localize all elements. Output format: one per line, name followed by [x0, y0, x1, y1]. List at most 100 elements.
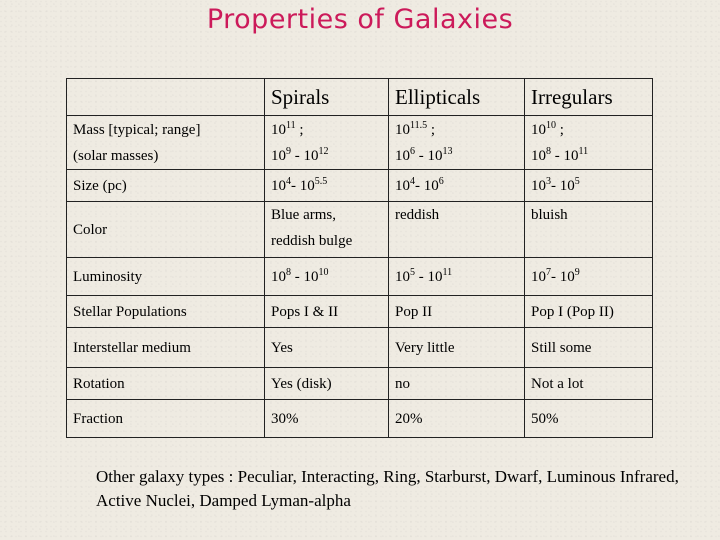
exponent: 5 — [410, 266, 415, 278]
text-segment: bluish — [531, 207, 568, 223]
table-cell: Pop II — [388, 295, 525, 328]
column-header: Ellipticals — [388, 78, 525, 116]
cell-line: Pops I & II — [271, 299, 382, 325]
exponent: 10 — [318, 266, 329, 278]
row-label-line: (solar masses) — [73, 147, 159, 164]
text-segment: Pops I & II — [271, 303, 339, 320]
table-row: Stellar Populations Pops I & II Pop II Pop … — [66, 295, 653, 328]
row-label-line: Stellar Populations — [73, 303, 187, 320]
row-label-line: Rotation — [73, 375, 125, 392]
table-cell: Very little — [388, 327, 525, 368]
cell-line: 108 - 1011 — [531, 143, 646, 169]
table-row: Size (pc) 104- 105.5 104- 106 103- 105 — [66, 169, 653, 202]
exponent: 5 — [574, 175, 580, 187]
slide-title: Properties of Galaxies — [206, 4, 514, 35]
text-segment: 10 — [395, 268, 410, 285]
exponent: 6 — [410, 145, 415, 157]
text-segment: 30% — [271, 410, 299, 427]
row-label-line: Mass [typical; range] — [73, 121, 201, 138]
cell-line: bluish — [531, 202, 646, 228]
text-segment: Not a lot — [531, 375, 584, 392]
table-cell: Pop I (Pop II) — [524, 295, 653, 328]
text-segment: 10 — [395, 121, 410, 138]
row-label: Interstellar medium — [66, 327, 265, 368]
text-segment: 10 — [271, 177, 286, 194]
cell-line: 109 - 1012 — [271, 143, 382, 169]
exponent: 11 — [286, 119, 296, 131]
exponent: 11 — [578, 145, 589, 157]
table-cell: Still some — [524, 327, 653, 368]
text-segment: - 10 — [551, 147, 579, 164]
text-segment: 10 — [531, 268, 546, 285]
cell-line: Not a lot — [531, 371, 646, 397]
cell-line: 103- 105 — [531, 173, 646, 199]
cell-line: Pop I (Pop II) — [531, 299, 646, 325]
exponent: 13 — [442, 145, 453, 157]
text-segment: Pop II — [395, 303, 433, 320]
table-row: Mass [typical; range] (solar masses) 1011 … — [66, 115, 653, 170]
row-label-line: Luminosity — [73, 268, 143, 285]
cell-line: Very little — [395, 335, 518, 361]
column-header: Spirals — [264, 78, 389, 116]
table-cell: 107- 109 — [524, 257, 653, 296]
text-segment: ; — [295, 121, 304, 138]
row-label: Color — [66, 201, 265, 258]
table-cell: 10 11 ; 109 - 1012 — [264, 115, 389, 170]
exponent: 5.5 — [314, 175, 328, 187]
text-segment: ; — [427, 121, 436, 138]
table-cell: Pops I & II — [264, 295, 389, 328]
text-segment: 20% — [395, 410, 423, 427]
header-corner-cell — [66, 78, 265, 116]
cell-line: reddish — [395, 202, 518, 228]
text-segment: 50% — [531, 410, 559, 427]
text-segment: Yes — [271, 339, 293, 356]
text-segment: reddish bulge — [271, 233, 353, 249]
row-label: Mass [typical; range] (solar masses) — [66, 115, 265, 170]
exponent: 4 — [286, 175, 291, 187]
other-galaxy-types-note: Other galaxy types : Peculiar, Interacti… — [96, 467, 679, 510]
cell-line: 104- 105.5 — [271, 173, 382, 199]
cell-line: Yes — [271, 335, 382, 361]
text-segment: 10 — [271, 147, 286, 164]
column-header: Irregulars — [524, 78, 653, 116]
table-cell: 20% — [388, 399, 525, 438]
text-segment: ; — [556, 121, 564, 138]
cell-line: 105 - 1011 — [395, 264, 518, 290]
cell-line: Still some — [531, 335, 646, 361]
exponent: 3 — [546, 175, 551, 187]
text-segment: - 10 — [415, 177, 439, 194]
table-cell: 1010 ; 108 - 1011 — [524, 115, 653, 170]
cell-line: Blue arms, — [271, 202, 382, 228]
row-label-line: Interstellar medium — [73, 339, 191, 356]
text-segment: 10 — [531, 177, 546, 194]
cell-line: 20% — [395, 406, 518, 432]
cell-line: 104- 106 — [395, 173, 518, 199]
table-cell: 108 - 1010 — [264, 257, 389, 296]
cell-line: Yes (disk) — [271, 371, 382, 397]
text-segment: - 10 — [291, 268, 319, 285]
text-segment: Pop I (Pop II) — [531, 303, 614, 320]
text-segment: Blue arms, — [271, 207, 336, 223]
text-segment: - 10 — [415, 268, 443, 285]
exponent: 11 — [442, 266, 453, 278]
table-row: Interstellar medium Yes Very little Still s… — [66, 327, 653, 368]
text-segment: - 10 — [415, 147, 443, 164]
row-label: Luminosity — [66, 257, 265, 296]
text-segment: no — [395, 375, 410, 392]
cell-line: reddish bulge — [271, 228, 382, 254]
text-segment: - 10 — [291, 147, 319, 164]
table-cell: bluish — [524, 201, 653, 258]
table-cell: 103- 105 — [524, 169, 653, 202]
exponent: 8 — [286, 266, 291, 278]
table-cell: Yes (disk) — [264, 367, 389, 400]
cell-line: 106 - 1013 — [395, 143, 518, 169]
table-cell: 104- 105.5 — [264, 169, 389, 202]
exponent: 9 — [286, 145, 291, 157]
row-label: Stellar Populations — [66, 295, 265, 328]
text-segment: - 10 — [551, 268, 575, 285]
text-segment: 10 — [531, 147, 546, 164]
table-row: Luminosity 108 - 1010 105 - 1011 107- 109 — [66, 257, 653, 296]
table-cell: Not a lot — [524, 367, 653, 400]
cell-line: 1011.5 ; — [395, 117, 518, 143]
text-segment: 10 — [531, 121, 546, 138]
